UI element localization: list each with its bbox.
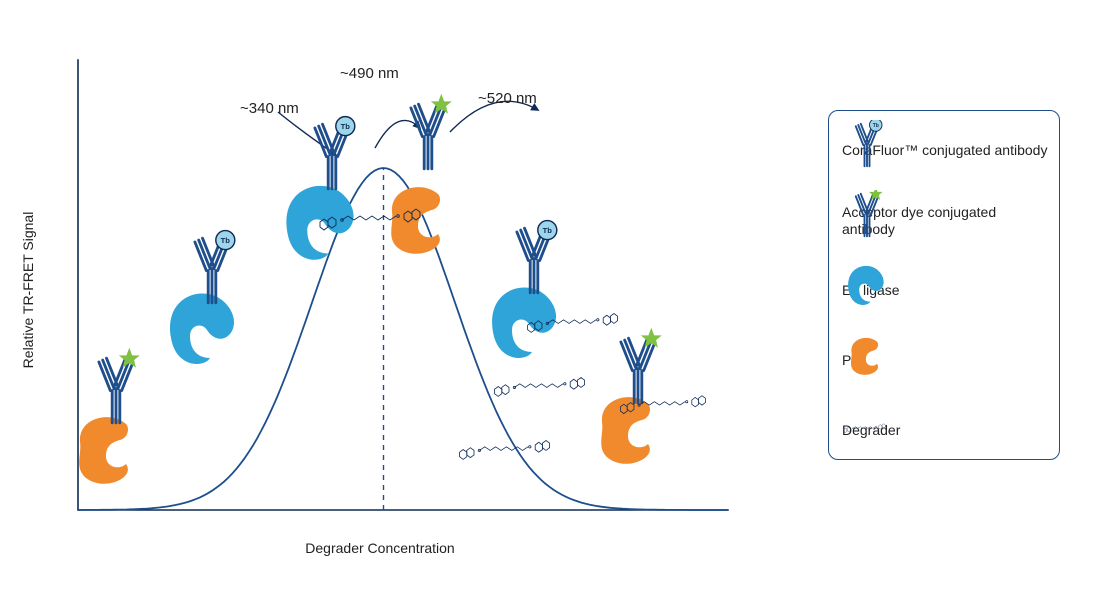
y-axis-label: Relative TR-FRET Signal xyxy=(20,212,36,369)
poi-icon xyxy=(842,330,892,380)
arrows-layer xyxy=(278,101,538,155)
acceptor-antibody-icon xyxy=(842,190,892,240)
artwork-layer xyxy=(79,94,705,484)
e3-ligase-icon xyxy=(842,260,892,310)
legend-item-poi: POI xyxy=(842,330,1050,392)
legend-item-e3: E3 ligase xyxy=(842,260,1050,322)
corafluor-antibody-icon xyxy=(842,120,892,170)
legend-item-acceptor: Acceptor dye conjugated antibody xyxy=(842,190,1050,252)
wavelength-label-acceptor-emission: ~520 nm xyxy=(478,90,537,107)
wavelength-label-donor-emission: ~490 nm xyxy=(340,65,399,82)
axes-layer xyxy=(78,60,728,510)
wavelength-label-excitation: ~340 nm xyxy=(240,100,299,117)
legend-item-corafluor: CoraFluor™ conjugated antibody xyxy=(842,120,1050,182)
figure-root: Tb xyxy=(0,0,1110,612)
degrader-icon xyxy=(842,400,892,450)
x-axis-label: Degrader Concentration xyxy=(305,540,454,556)
legend-item-degrader: Degrader xyxy=(842,400,1050,462)
